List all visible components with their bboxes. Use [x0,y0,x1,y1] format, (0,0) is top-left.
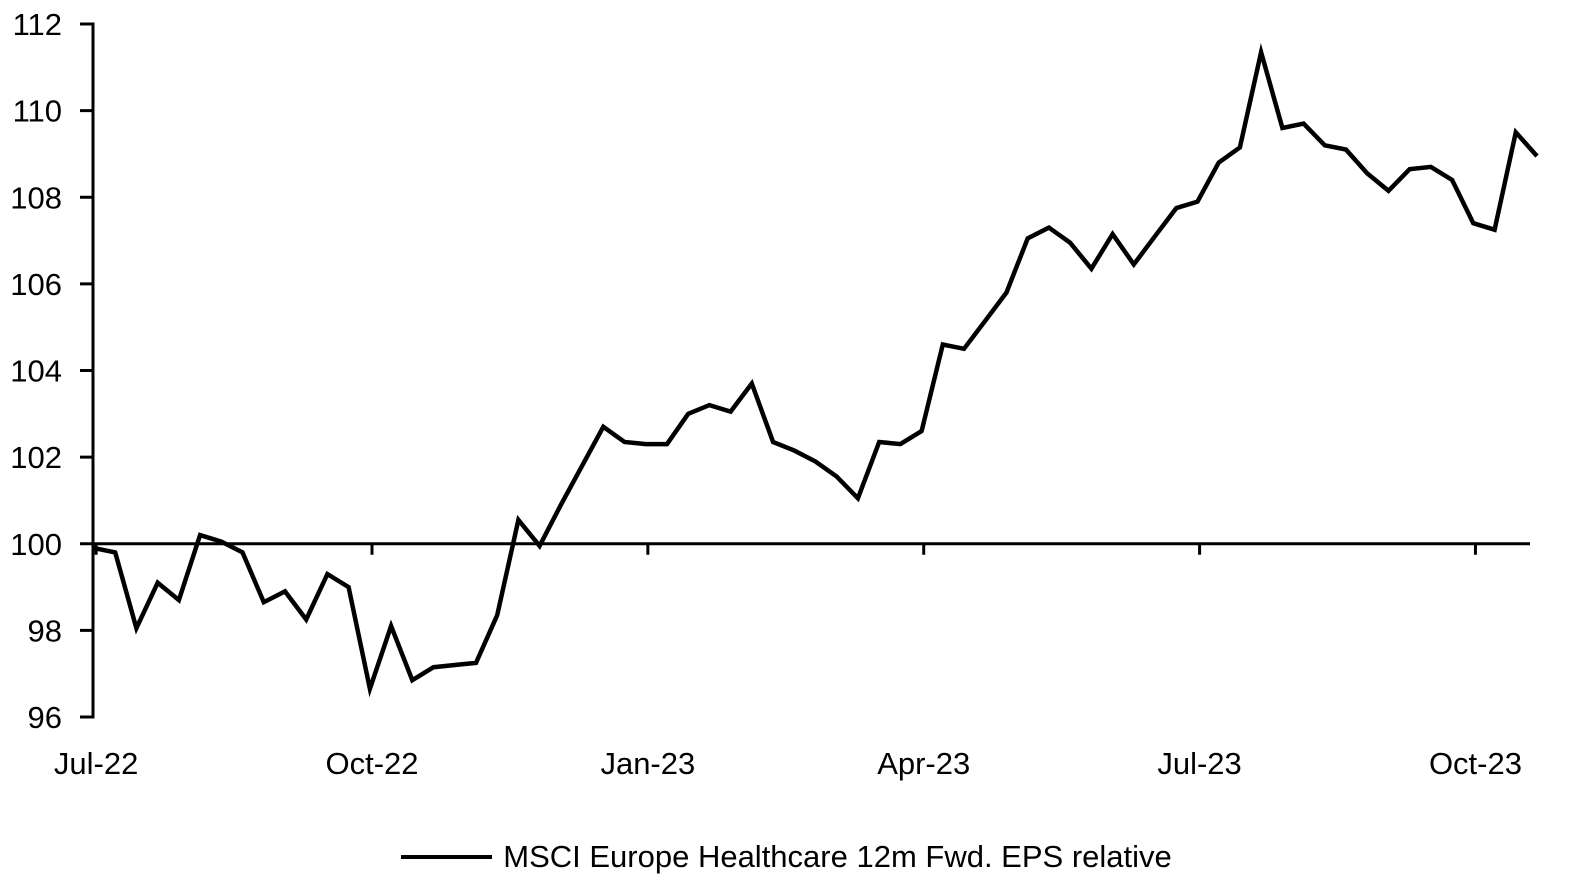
y-tick-label: 108 [10,180,62,215]
y-tick-label: 102 [10,440,62,475]
y-axis: 112 110 108 106 104 102 100 98 96 [10,7,95,735]
x-tick-label: Jul-22 [54,746,138,781]
y-tick-label: 110 [13,94,62,129]
legend-line-swatch [401,855,493,859]
y-tick-label: 106 [10,267,62,302]
x-tick-label: Apr-23 [877,746,970,781]
y-tick-label: 100 [10,527,62,562]
x-axis: Jul-22 Oct-22 Jan-23 Apr-23 Jul-23 Oct-23 [54,542,1530,781]
x-tick-label: Jan-23 [600,746,695,781]
x-tick-label: Jul-23 [1157,746,1241,781]
x-tick-label: Oct-22 [325,746,418,781]
y-tick-label: 112 [13,7,62,42]
series-line [93,42,1539,698]
y-tick-label: 104 [10,354,62,389]
legend: MSCI Europe Healthcare 12m Fwd. EPS rela… [0,839,1573,875]
y-tick-label: 98 [28,613,62,648]
x-tick-label: Oct-23 [1429,746,1522,781]
legend-series-label: MSCI Europe Healthcare 12m Fwd. EPS rela… [503,839,1172,874]
y-tick-label: 96 [28,700,62,735]
